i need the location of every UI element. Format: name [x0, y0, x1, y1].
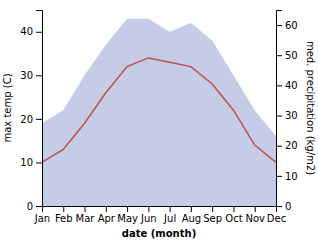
tick-mark: [191, 206, 192, 212]
tick: Nov: [245, 206, 265, 224]
tick-mark: [276, 206, 282, 207]
tick-label: 0: [285, 201, 291, 212]
tick-label: 30: [285, 110, 298, 121]
y-axis: 0 10 20 30 40: [20, 11, 42, 212]
tick-mark: [106, 206, 107, 212]
tick-label: Sep: [203, 213, 222, 224]
tick-label: Aug: [182, 213, 202, 224]
tick-label: 50: [285, 50, 298, 61]
axis-line: [36, 11, 43, 207]
tick-mark: [276, 55, 282, 56]
tick: 20: [276, 140, 298, 151]
tick-mark: [36, 206, 42, 207]
tick-mark: [36, 119, 42, 120]
tick-mark: [255, 206, 256, 212]
tick-label: 0: [27, 201, 33, 212]
tick-mark: [276, 25, 282, 26]
tick-label: 40: [20, 26, 33, 37]
temp-line: [42, 58, 276, 163]
tick: Mar: [76, 206, 96, 224]
tick: 30: [276, 110, 298, 121]
chart: JanFebMarAprMayJunJulAugSepOctNovDec0102…: [0, 0, 318, 242]
tick: Oct: [225, 206, 242, 224]
tick-mark: [170, 206, 171, 212]
tick-label: Jun: [140, 213, 157, 224]
tick-label: May: [117, 213, 138, 224]
tick: 60: [276, 20, 298, 31]
tick-mark: [36, 32, 42, 33]
tick-label: Mar: [76, 213, 96, 224]
tick-label: Nov: [245, 213, 265, 224]
tick: 0: [276, 201, 291, 212]
tick: Jan: [34, 206, 50, 224]
plot: JanFebMarAprMayJunJulAugSepOctNovDec0102…: [2, 11, 316, 240]
y2-axis-title: med. precipitation (kg/m2): [305, 41, 316, 175]
precip-area: [42, 19, 276, 206]
tick-mark: [276, 85, 282, 86]
tick-label: 10: [20, 157, 33, 168]
tick: 0: [27, 201, 42, 212]
x-axis: Jan FebMarAprMayJun Jul AugSepOctNovDec: [34, 206, 286, 224]
tick-mark: [276, 176, 282, 177]
tick: Apr: [98, 206, 116, 224]
tick-mark: [127, 206, 128, 212]
tick: 10: [20, 157, 42, 168]
y2-axis: 0 10 20 30 40 50 60: [276, 11, 298, 212]
axis-line: [277, 11, 283, 207]
tick: 40: [276, 80, 298, 91]
tick-label: Dec: [267, 213, 286, 224]
tick-mark: [63, 206, 64, 212]
tick-label: 40: [285, 80, 298, 91]
tick-mark: [212, 206, 213, 212]
tick-label: 20: [285, 140, 298, 151]
tick-mark: [276, 116, 282, 117]
tick: 10: [276, 171, 298, 182]
tick-label: Apr: [98, 213, 116, 224]
tick-label: 30: [20, 70, 33, 81]
tick-label: Jan: [34, 213, 50, 224]
tick-label: Feb: [55, 213, 73, 224]
y-axis-title: max temp (C): [2, 73, 13, 142]
tick: 30: [20, 70, 42, 81]
tick-label: Oct: [225, 213, 242, 224]
tick: Jun: [140, 206, 157, 224]
marks: [42, 19, 276, 206]
tick-label: 20: [20, 114, 33, 125]
tick: 40: [20, 26, 42, 37]
tick: May: [117, 206, 138, 224]
axis-line: [43, 207, 277, 213]
tick: Aug: [182, 206, 202, 224]
tick: 20: [20, 114, 42, 125]
tick-label: Jul: [163, 213, 176, 224]
tick: Sep: [203, 206, 222, 224]
tick-mark: [36, 75, 42, 76]
tick-mark: [85, 206, 86, 212]
tick-label: 10: [285, 171, 298, 182]
tick-mark: [36, 162, 42, 163]
tick: Feb: [55, 206, 73, 224]
tick-mark: [148, 206, 149, 212]
tick: Dec: [267, 206, 286, 224]
tick-mark: [276, 146, 282, 147]
tick: Jul: [163, 206, 176, 224]
tick-mark: [233, 206, 234, 212]
tick: 50: [276, 50, 298, 61]
tick-label: 60: [285, 20, 298, 31]
x-axis-title: date (month): [122, 228, 196, 239]
